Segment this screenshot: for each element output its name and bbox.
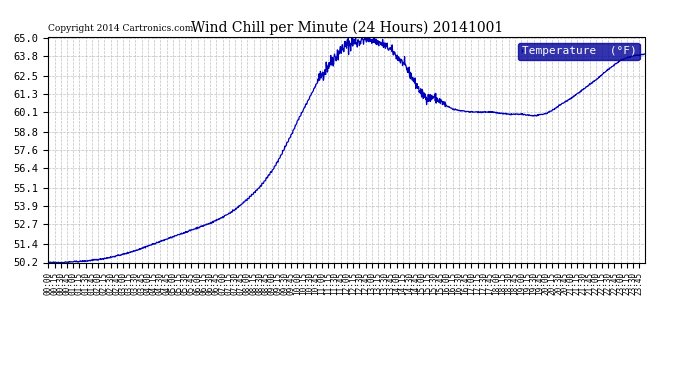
Text: Copyright 2014 Cartronics.com: Copyright 2014 Cartronics.com [48,24,194,33]
Legend: Temperature  (°F): Temperature (°F) [518,43,640,60]
Title: Wind Chill per Minute (24 Hours) 20141001: Wind Chill per Minute (24 Hours) 2014100… [190,21,503,35]
